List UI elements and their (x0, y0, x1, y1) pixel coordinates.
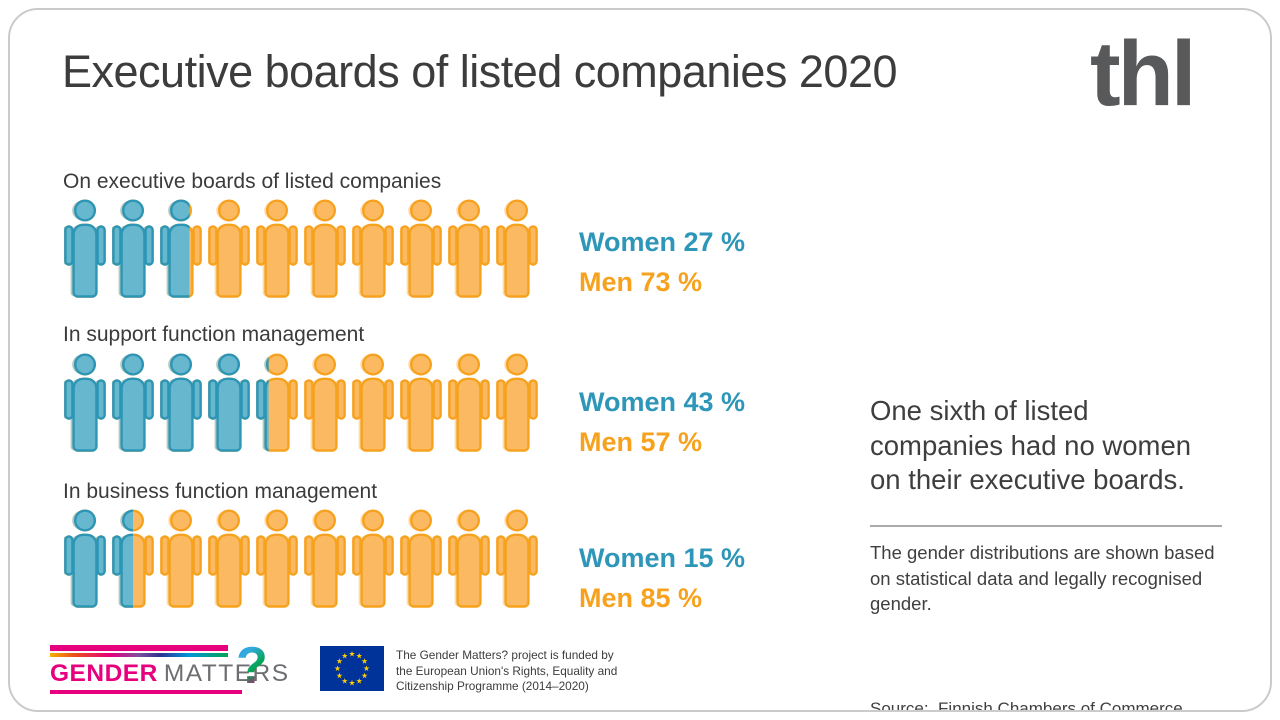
infographic-card: Executive boards of listed companies 202… (8, 8, 1272, 712)
person-icon (110, 199, 154, 299)
person-icon (350, 509, 394, 609)
person-icon (302, 199, 346, 299)
gm-question-mark-icon: ? (236, 637, 268, 695)
note-line: The gender distributions are shown based (870, 542, 1215, 563)
person-icon (350, 353, 394, 453)
source-line: Source: Finnish Chambers of Commerce, (870, 699, 1188, 712)
row-label-executive-boards: On executive boards of listed companies (63, 170, 442, 193)
eu-text-line: The Gender Matters? project is funded by (396, 648, 614, 662)
row-stats-executive-boards: Women 27 % Men 73 % (579, 222, 745, 302)
person-icon (158, 353, 202, 453)
person-icon (350, 199, 394, 299)
person-icon (494, 509, 538, 609)
person-icon (398, 509, 442, 609)
person-icon (398, 199, 442, 299)
person-icon (302, 509, 346, 609)
methodology-note: The gender distributions are shown based… (870, 540, 1240, 617)
person-icon (62, 199, 106, 299)
pictogram-row-business-function (62, 509, 538, 609)
eu-funding-text: The Gender Matters? project is funded by… (396, 648, 618, 695)
gm-rainbow-stripe (50, 653, 228, 657)
gm-matters-word: MATTERS (163, 660, 290, 687)
statement-line: companies had no women (870, 429, 1192, 461)
person-icon (398, 353, 442, 453)
men-stat: Men 73 % (579, 267, 703, 297)
aside-divider (870, 525, 1222, 527)
row-label-support-function: In support function management (63, 323, 365, 346)
person-icon (206, 353, 250, 453)
men-stat: Men 85 % (579, 583, 703, 613)
gm-underline-bar (50, 690, 242, 694)
person-icon (302, 353, 346, 453)
men-stat: Men 57 % (579, 427, 703, 457)
gm-gender-word: GENDER (50, 660, 158, 687)
note-line: on statistical data and legally recognis… (870, 567, 1203, 589)
person-icon (446, 353, 490, 453)
person-icon (62, 509, 106, 609)
person-icon (494, 353, 538, 453)
gm-wordmark: GENDER MATTERS (50, 659, 290, 689)
pictogram-row-executive-boards (62, 199, 538, 299)
gender-matters-logo: GENDER MATTERS ? (50, 638, 288, 700)
person-icon (110, 509, 154, 609)
key-statement: One sixth of listed companies had no wom… (870, 394, 1240, 498)
person-icon (158, 509, 202, 609)
person-icon (62, 353, 106, 453)
eu-text-line: Citizenship Programme (2014–2020) (396, 679, 589, 693)
person-icon (110, 353, 154, 453)
row-stats-business-function: Women 15 % Men 85 % (579, 538, 745, 618)
thl-logo: thl (1090, 23, 1196, 125)
gm-pink-bar (50, 645, 228, 651)
eu-text-line: the European Union's Rights, Equality an… (396, 663, 618, 678)
note-line: gender. (870, 593, 932, 614)
page-title: Executive boards of listed companies 202… (62, 46, 898, 97)
women-stat: Women 15 % (579, 543, 746, 573)
row-label-business-function: In business function management (63, 480, 378, 503)
eu-flag-icon (320, 646, 384, 696)
eu-funding-block: The Gender Matters? project is funded by… (320, 644, 620, 704)
person-icon (494, 199, 538, 299)
person-icon (254, 509, 298, 609)
person-icon (206, 199, 250, 299)
person-icon (206, 509, 250, 609)
person-icon (446, 199, 490, 299)
statement-line: One sixth of listed (870, 395, 1089, 426)
pictogram-row-support-function (62, 353, 538, 453)
person-icon (254, 199, 298, 299)
source-text: Source: Finnish Chambers of Commerce, TH… (870, 651, 1240, 712)
women-stat: Women 43 % (579, 387, 746, 417)
person-icon (254, 353, 298, 453)
statement-line: on their executive boards. (870, 464, 1185, 495)
person-icon (446, 509, 490, 609)
person-icon (158, 199, 202, 299)
row-stats-support-function: Women 43 % Men 57 % (579, 382, 745, 462)
women-stat: Women 27 % (579, 227, 746, 257)
